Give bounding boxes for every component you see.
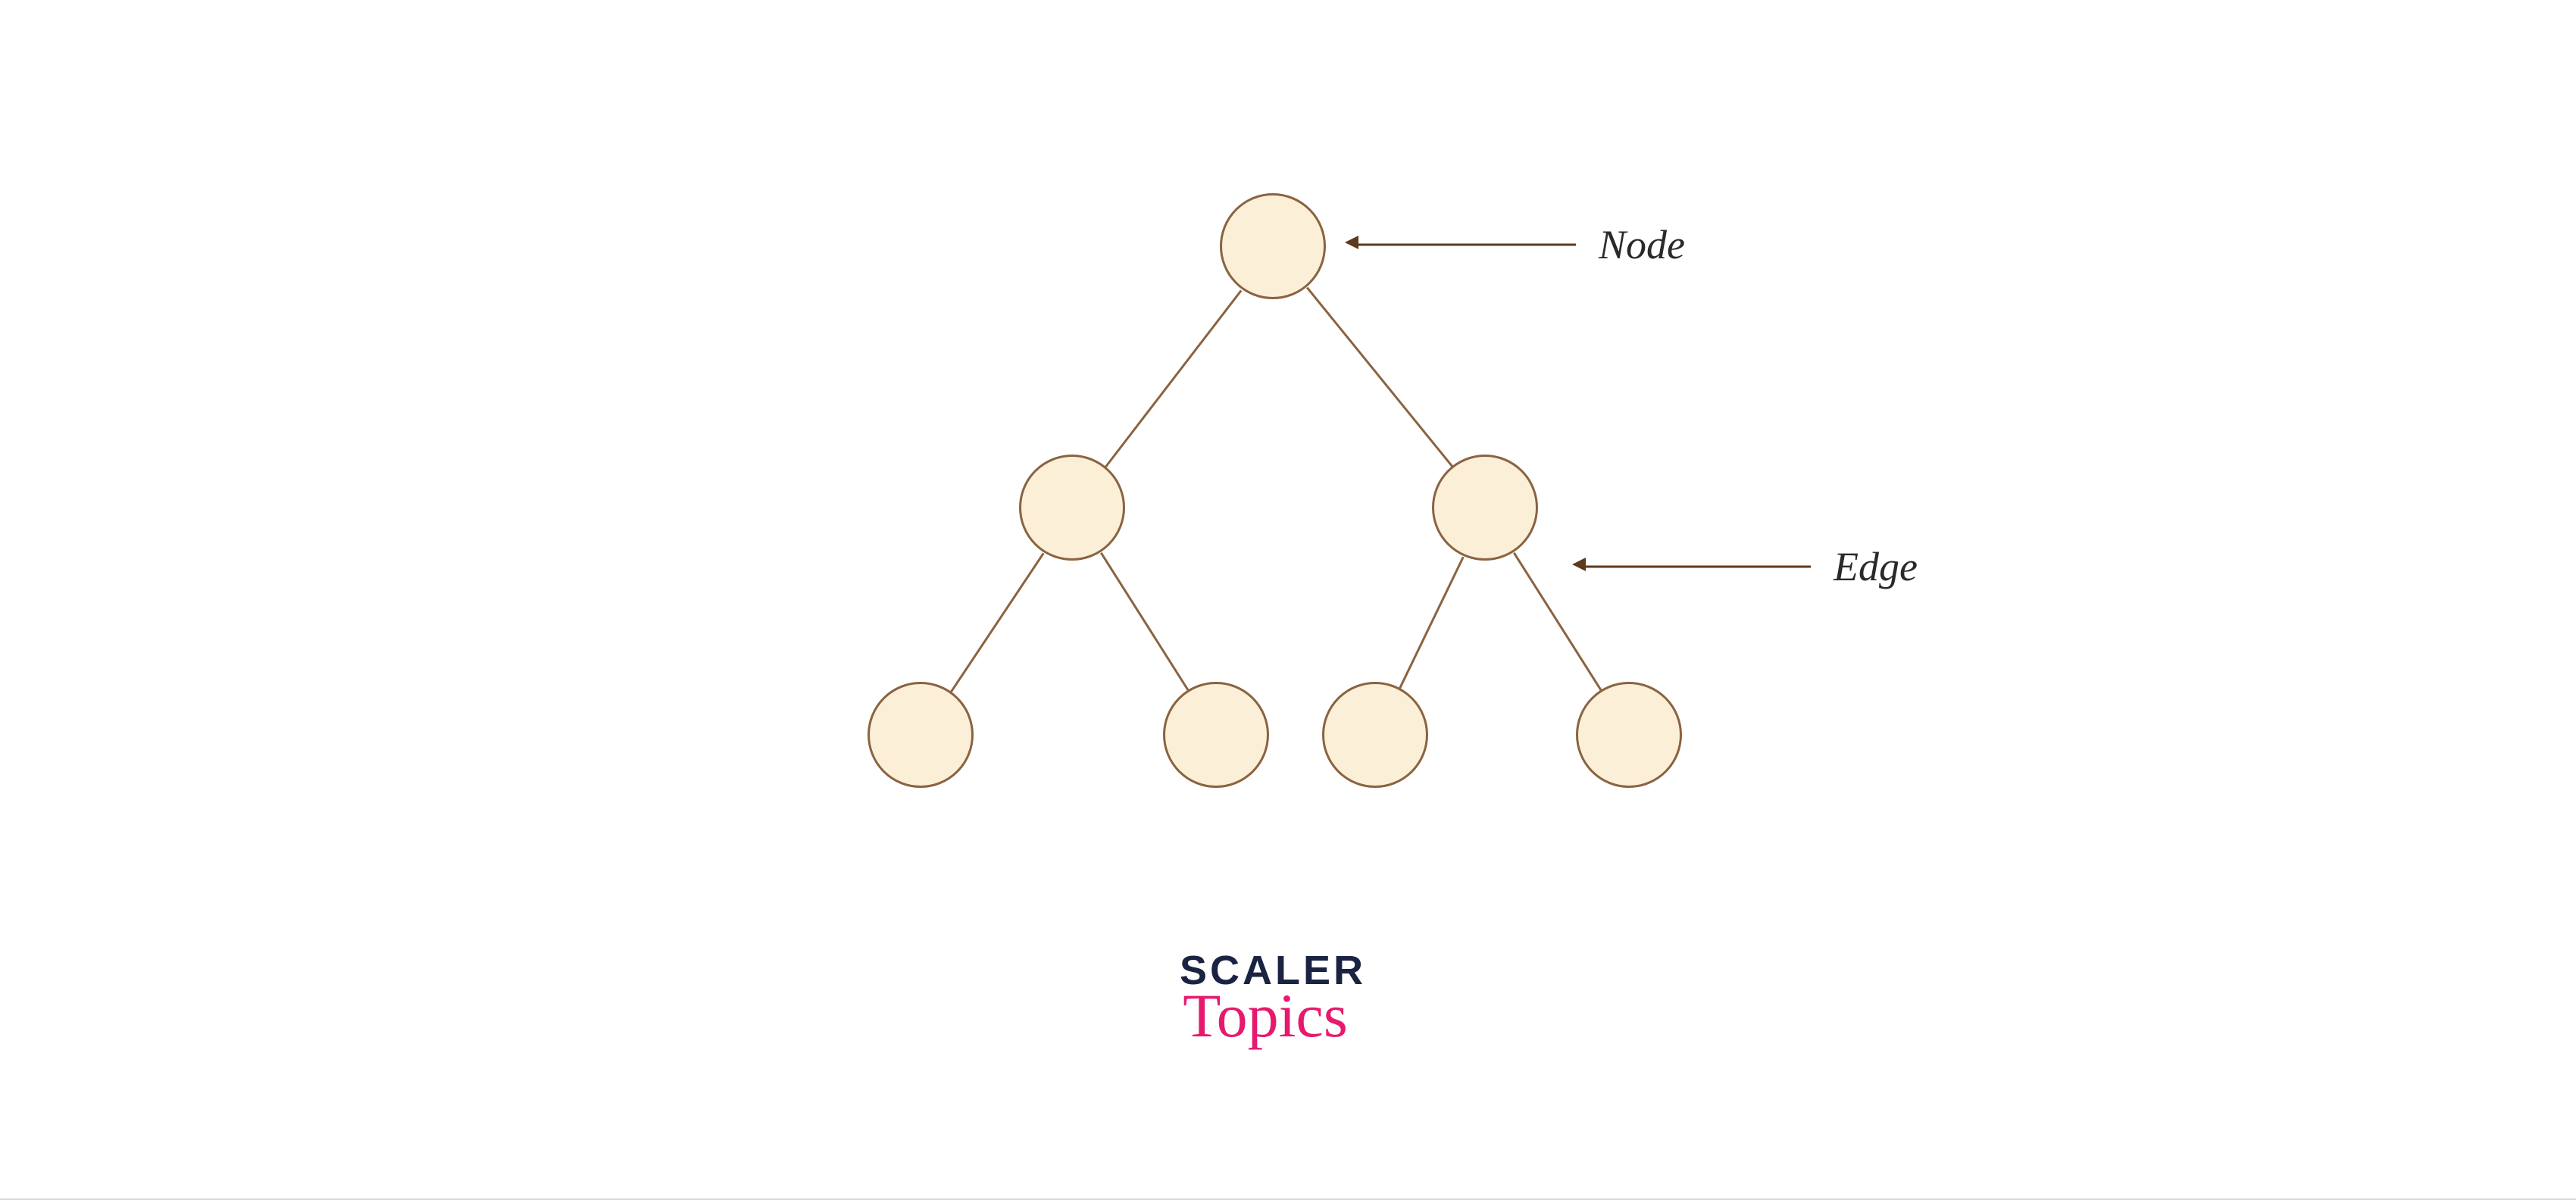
scaler-topics-logo: SCALER Topics bbox=[1180, 947, 1366, 1052]
tree-node bbox=[1576, 682, 1682, 788]
tree-node bbox=[1322, 682, 1428, 788]
annotation-arrow bbox=[1586, 566, 1811, 568]
tree-node bbox=[1432, 455, 1538, 561]
annotation-label: Edge bbox=[1834, 543, 1918, 590]
arrow-head-icon bbox=[1345, 236, 1358, 249]
tree-node bbox=[868, 682, 974, 788]
tree-node bbox=[1163, 682, 1269, 788]
tree-edge bbox=[1306, 287, 1453, 467]
annotation-label: Node bbox=[1599, 221, 1685, 268]
tree-node bbox=[1019, 455, 1125, 561]
arrow-head-icon bbox=[1572, 558, 1586, 571]
annotation-arrow bbox=[1358, 244, 1576, 246]
tree-edge bbox=[1513, 552, 1602, 691]
tree-node bbox=[1220, 193, 1326, 299]
tree-edge bbox=[1105, 289, 1243, 468]
tree-edge bbox=[950, 553, 1045, 693]
tree-diagram: Node Edge SCALER Topics bbox=[0, 0, 2576, 1200]
tree-edge bbox=[1398, 557, 1464, 689]
logo-topics-text: Topics bbox=[1183, 980, 1347, 1052]
tree-edge bbox=[1100, 552, 1190, 691]
